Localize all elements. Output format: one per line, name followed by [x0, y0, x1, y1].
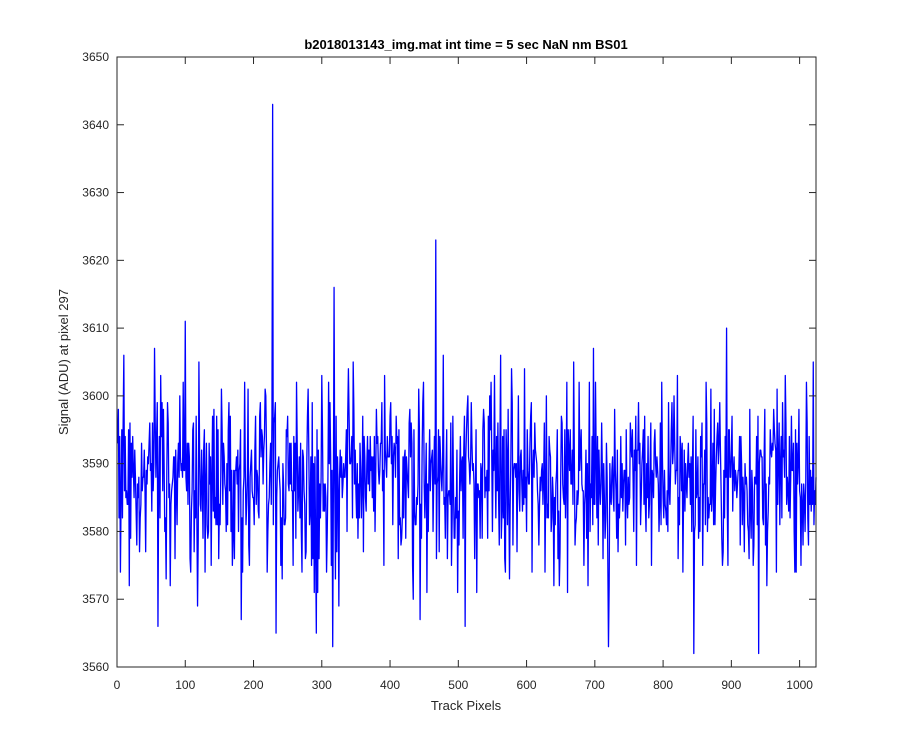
- x-axis-label: Track Pixels: [431, 698, 502, 713]
- y-tick-label: 3630: [82, 186, 109, 200]
- y-tick-label: 3650: [82, 50, 109, 64]
- x-tick-label: 500: [448, 678, 468, 692]
- plot-area: [117, 57, 816, 667]
- y-axis-label: Signal (ADU) at pixel 297: [56, 289, 71, 435]
- y-tick-label: 3640: [82, 118, 109, 132]
- axes-box: [116, 56, 817, 668]
- y-tick-label: 3570: [82, 592, 109, 606]
- x-tick-label: 0: [114, 678, 121, 692]
- y-tick-label: 3580: [82, 524, 109, 538]
- x-axis-ticks: 0 100 200 300 400 500 600 700 800 900 1000: [114, 57, 813, 692]
- x-tick-label: 1000: [786, 678, 813, 692]
- series-layer: [117, 103, 817, 655]
- x-tick-label: 600: [517, 678, 537, 692]
- x-tick-label: 900: [721, 678, 741, 692]
- x-tick-label: 700: [585, 678, 605, 692]
- y-tick-label: 3600: [82, 389, 109, 403]
- y-tick-label: 3620: [82, 253, 109, 267]
- y-tick-label: 3560: [82, 660, 109, 674]
- series-line: [117, 103, 817, 655]
- x-tick-label: 100: [175, 678, 195, 692]
- x-tick-label: 800: [653, 678, 673, 692]
- y-axis-ticks: 3560 3570 3580 3590 3600 3610 3620 3630 3640 3650: [82, 50, 816, 674]
- x-tick-label: 300: [312, 678, 332, 692]
- chart-title: b2018013143_img.mat int time = 5 sec NaN…: [304, 37, 627, 52]
- x-tick-label: 400: [380, 678, 400, 692]
- x-tick-label: 200: [244, 678, 264, 692]
- y-tick-label: 3590: [82, 457, 109, 471]
- y-tick-label: 3610: [82, 321, 109, 335]
